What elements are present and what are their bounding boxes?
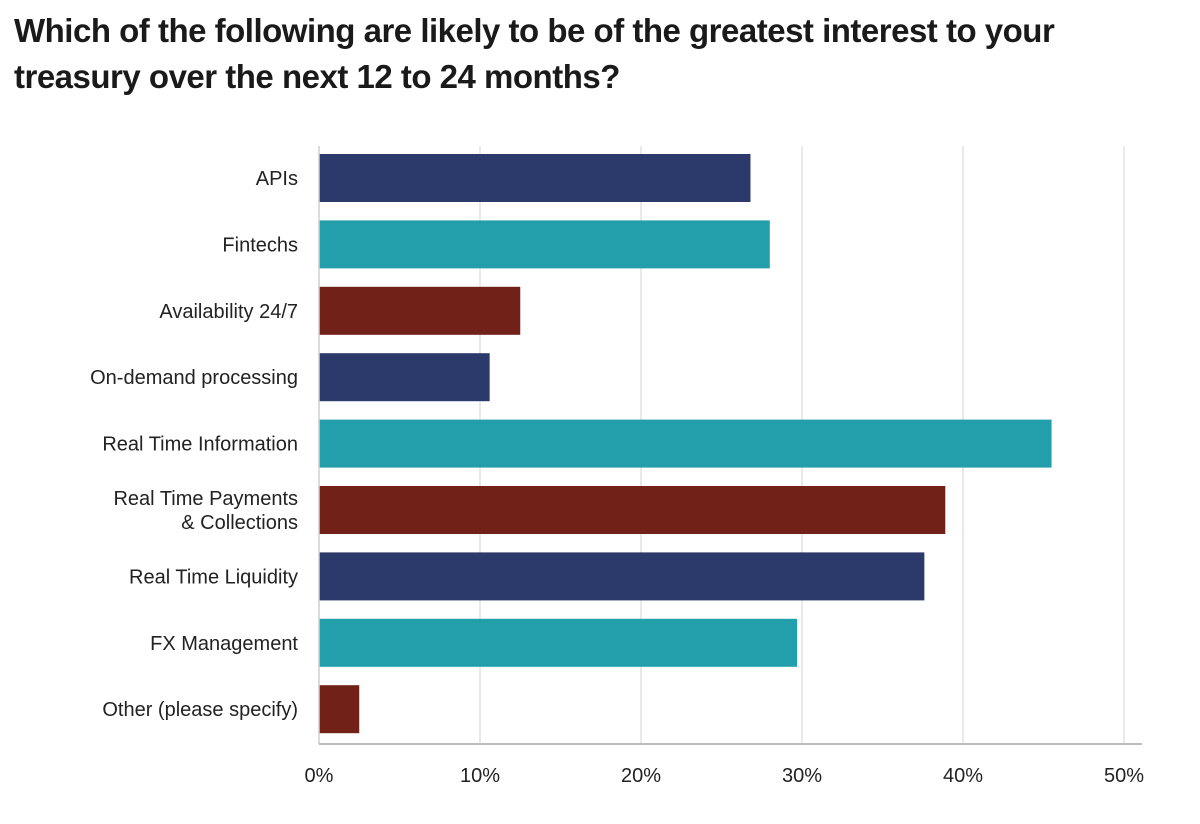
category-label-line: & Collections	[181, 512, 298, 534]
category-label-line: FX Management	[150, 633, 298, 655]
category-label: Real Time Information	[102, 434, 298, 456]
x-tick-label: 40%	[943, 765, 983, 787]
category-label-line: On-demand processing	[90, 367, 298, 389]
bar	[319, 618, 798, 667]
category-label-line: Availability 24/7	[159, 301, 298, 323]
category-label: Fintechs	[222, 234, 298, 256]
chart-title: Which of the following are likely to be …	[14, 12, 1055, 95]
x-tick-label: 30%	[782, 765, 822, 787]
category-label-line: Fintechs	[222, 234, 298, 256]
bar	[319, 154, 751, 202]
category-label: Real Time Liquidity	[129, 566, 298, 588]
bar	[319, 353, 490, 402]
category-label-line: APIs	[256, 168, 298, 190]
category-label: FX Management	[150, 633, 298, 655]
category-label-line: Real Time Information	[102, 434, 298, 456]
category-label: Other (please specify)	[102, 699, 298, 721]
category-label-line: Real Time Payments	[113, 488, 298, 510]
bar	[319, 286, 521, 335]
category-label: Availability 24/7	[159, 301, 298, 323]
bar	[319, 486, 946, 534]
x-tick-label: 0%	[305, 765, 334, 787]
x-tick-label: 50%	[1104, 765, 1144, 787]
category-label: On-demand processing	[90, 367, 298, 389]
bar	[319, 419, 1052, 468]
bar	[319, 552, 925, 601]
category-label-line: Other (please specify)	[102, 699, 298, 721]
category-label-line: Real Time Liquidity	[129, 566, 298, 588]
category-label: APIs	[256, 168, 298, 190]
x-tick-label: 10%	[460, 765, 500, 787]
x-tick-label: 20%	[621, 765, 661, 787]
bar	[319, 220, 770, 269]
bar	[319, 685, 360, 734]
category-label: Real Time Payments& Collections	[113, 488, 298, 534]
